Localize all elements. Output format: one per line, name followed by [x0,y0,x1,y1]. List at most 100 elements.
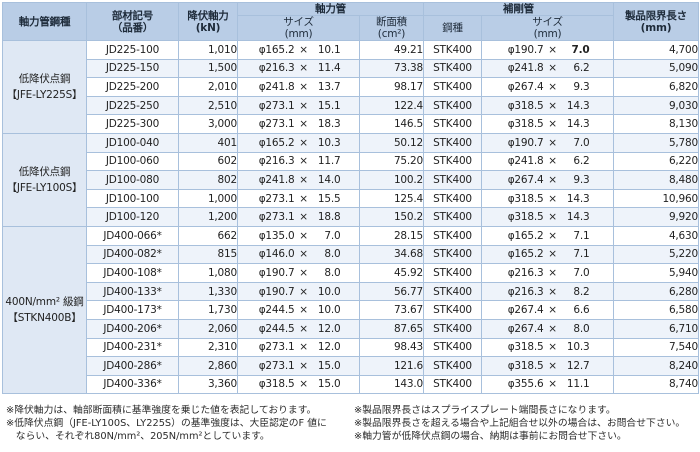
table-row: JD400-173* 1,730 φ244.5 × 10.0 73.67 STK400 φ26… [3,300,699,320]
part-no-cell: JD100-100 [86,188,179,209]
reinf-thickness: 6.6 [573,304,590,317]
reinf-steel-cell: STK400 [423,318,482,339]
axial-size: φ241.8 × 14.0 [257,172,341,188]
steel-type-group: 低降伏点鋼 【JFE-LY100S】 [2,132,87,227]
times-sign: × [548,378,557,391]
times-sign: × [299,173,308,186]
header-area: 断面積 (cm²) [359,15,424,41]
reinf-diameter: φ318.5 [507,118,544,131]
times-sign: × [548,322,557,335]
yield-cell: 3,000 [178,114,238,134]
header-yield-label: 降伏軸力 [187,9,229,22]
part-no-cell: JD100-080 [86,170,179,190]
table-row: JD225-300 3,000 φ273.1 × 18.3 146.5 STK400 φ318… [3,114,699,134]
axial-diameter: φ241.8 [258,80,295,93]
max-length-cell: 10,960 [613,188,699,209]
steel-type-label: 400N/mm² 級鋼 [5,296,84,309]
times-sign: × [548,155,557,168]
reinf-steel-cell: STK400 [423,207,482,227]
reinf-size: φ241.8 × 6.2 [506,60,590,76]
reinf-thickness: 14.3 [566,192,590,205]
part-no-cell: JD400-206* [86,318,179,339]
axial-thickness: 14.0 [317,173,341,186]
table-row: JD225-200 2,010 φ241.8 × 13.7 98.17 STK400 φ267… [3,77,699,97]
axial-size-cell: φ135.0 × 7.0 [237,225,360,246]
max-length-cell: 8,130 [613,114,699,134]
yield-cell: 2,510 [178,95,238,116]
reinf-size-cell: φ267.4 × 6.6 [481,300,614,320]
yield-cell: 662 [178,225,238,246]
axial-thickness: 11.7 [317,155,341,168]
header-area-unit: (cm²) [377,28,406,40]
reinf-thickness: 12.7 [566,359,590,372]
table-row: JD400-108* 1,080 φ190.7 × 8.0 45.92 STK400 φ216… [3,263,699,283]
times-sign: × [548,248,557,261]
area-cell: 73.67 [359,300,424,320]
axial-size-cell: φ165.2 × 10.3 [237,132,360,153]
reinf-thickness: 7.1 [573,229,590,242]
header-reinf-steel: 鋼種 [423,15,482,41]
axial-size: φ190.7 × 10.0 [257,284,341,300]
reinf-steel-cell: STK400 [423,244,482,265]
reinf-size: φ267.4 × 6.6 [506,302,590,318]
axial-size: φ216.3 × 11.7 [257,153,341,169]
footnote: ※軸力管が低降伏点鋼の場合、納期は事前にお問合せ下さい。 [354,431,627,442]
area-cell: 146.5 [359,114,424,134]
area-cell: 100.2 [359,170,424,190]
axial-size: φ318.5 × 15.0 [257,376,341,392]
axial-diameter: φ318.5 [258,378,295,391]
header-reinf-group-label: 補剛管 [503,3,534,15]
times-sign: × [548,136,557,149]
times-sign: × [548,285,557,298]
reinf-steel-cell: STK400 [423,151,482,172]
axial-thickness: 7.0 [324,229,341,242]
table-row: JD100-080 802 φ241.8 × 14.0 100.2 STK400 φ267.4… [3,170,699,190]
reinf-steel-cell: STK400 [423,188,482,209]
reinf-size: φ267.4 × 8.0 [506,321,590,337]
axial-size: φ273.1 × 18.8 [257,209,341,225]
axial-size-cell: φ146.0 × 8.0 [237,244,360,265]
table-row: JD225-250 2,510 φ273.1 × 15.1 122.4 STK400 φ318… [3,95,699,116]
axial-size-cell: φ273.1 × 12.0 [237,337,360,358]
area-cell: 45.92 [359,263,424,283]
axial-size: φ244.5 × 10.0 [257,302,341,318]
axial-size: φ273.1 × 12.0 [257,339,341,355]
reinf-size-cell: φ267.4 × 9.3 [481,77,614,97]
times-sign: × [299,192,308,205]
steel-type-group: 400N/mm² 級鋼 【STKN400B】 [2,225,87,395]
reinf-size-cell: φ241.8 × 6.2 [481,58,614,79]
reinf-diameter: φ190.7 [507,43,544,56]
axial-thickness: 15.0 [317,378,341,391]
times-sign: × [548,359,557,372]
reinf-thickness: 7.0 [573,266,590,279]
yield-cell: 815 [178,244,238,265]
part-no-cell: JD400-231* [86,337,179,358]
axial-size: φ273.1 × 18.3 [257,116,341,132]
reinf-size-cell: φ355.6 × 11.1 [481,374,614,395]
axial-thickness: 13.7 [317,80,341,93]
part-no-cell: JD225-300 [86,114,179,134]
footnotes-left: ※降伏軸力は、軸部断面積に基準強度を乗じた値を表記しております。 ※低降伏点鋼（… [6,404,327,443]
axial-thickness: 8.0 [324,266,341,279]
table-row: JD400-286* 2,860 φ273.1 × 15.0 121.6 STK400 φ31… [3,356,699,376]
axial-size: φ216.3 × 11.4 [257,60,341,76]
table-row: 低降伏点鋼 【JFE-LY100S】 JD100-040 401 φ165.2 × 10.3… [2,132,699,227]
max-length-cell: 9,030 [613,95,699,116]
reinf-size: φ355.6 × 11.1 [506,376,590,392]
times-sign: × [299,378,308,391]
header-reinf-size-unit: (mm) [533,28,562,40]
times-sign: × [299,229,308,242]
axial-size: φ273.1 × 15.5 [257,191,341,207]
area-cell: 49.21 [359,40,424,60]
axial-size-cell: φ273.1 × 15.1 [237,95,360,116]
axial-thickness: 15.1 [317,99,341,112]
yield-cell: 2,060 [178,318,238,339]
axial-size-cell: φ190.7 × 10.0 [237,281,360,302]
reinf-size: φ267.4 × 9.3 [506,172,590,188]
axial-thickness: 10.0 [317,285,341,298]
header-reinf-group: 補剛管 [423,2,614,16]
max-length-cell: 7,540 [613,337,699,358]
reinf-size-cell: φ267.4 × 9.3 [481,170,614,190]
times-sign: × [548,118,557,131]
axial-diameter: φ244.5 [258,304,295,317]
